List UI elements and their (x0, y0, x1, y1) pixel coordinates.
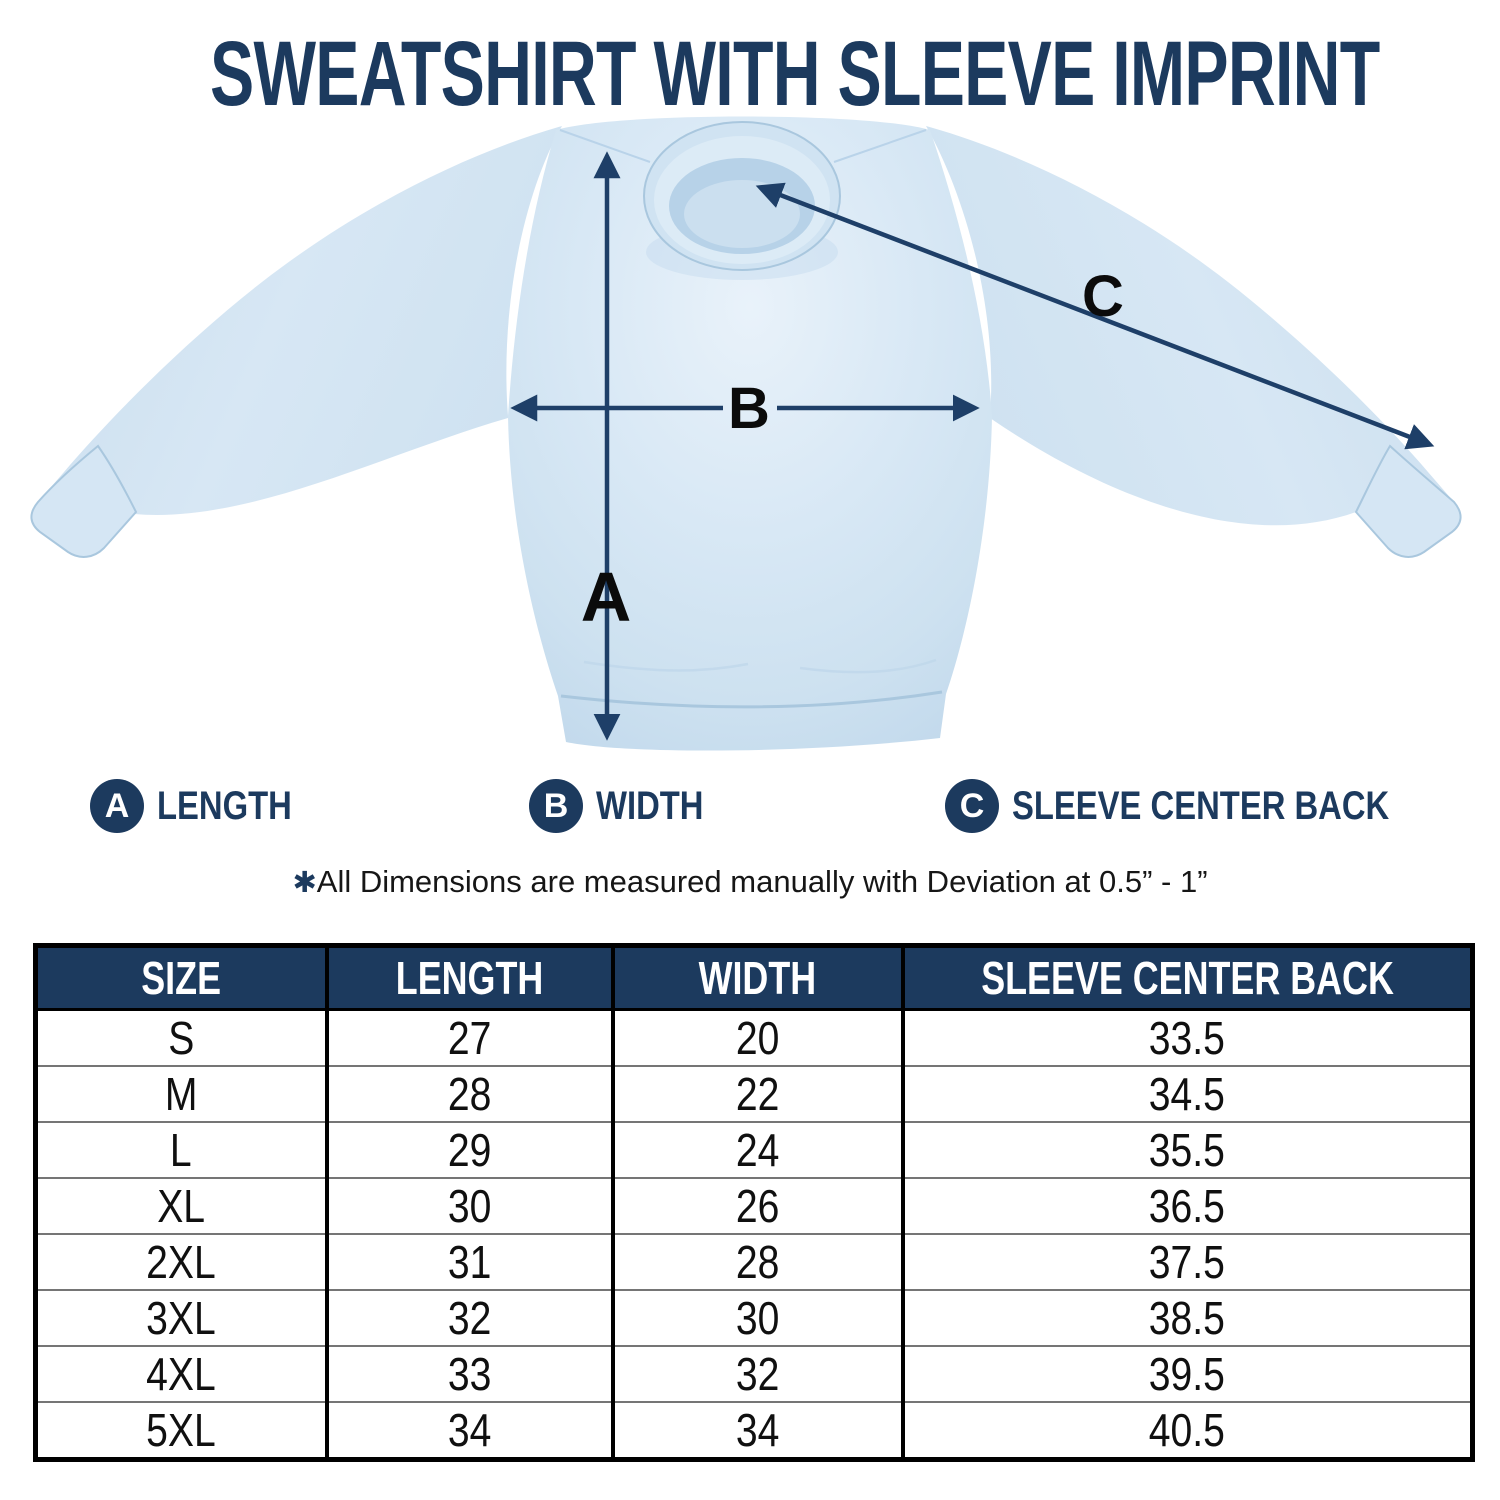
cell-width: 24 (610, 1121, 903, 1178)
header-size: SIZE (35, 945, 327, 1011)
cell-length: 34 (324, 1401, 613, 1460)
cell-length: 29 (324, 1121, 613, 1178)
arrow-label-b: B (728, 376, 770, 441)
badge-c-icon: C (945, 779, 999, 833)
shoulder-seams (559, 129, 927, 163)
badge-c-letter: C (959, 786, 985, 825)
size-chart-table: SIZE LENGTH WIDTH SLEEVE CENTER BACK S 2… (33, 943, 1475, 1462)
table-row: S 27 20 33.5 (36, 1009, 1473, 1066)
cell-size: 2XL (35, 1233, 327, 1290)
cell-width: 22 (610, 1065, 903, 1122)
cell-sleeve-center-back: 40.5 (900, 1401, 1473, 1460)
left-cuff (30, 444, 138, 558)
measurement-arrows (510, 151, 1435, 741)
table-row: 5XL 34 34 40.5 (35, 1401, 1473, 1460)
cell-size: M (35, 1065, 327, 1122)
header-width: WIDTH (610, 945, 903, 1011)
cell-width: 30 (610, 1289, 903, 1346)
legend-label-width: WIDTH (596, 783, 704, 828)
cell-size: 4XL (35, 1345, 327, 1402)
arrow-label-c: C (1082, 264, 1124, 329)
header-sleeve-center-back: SLEEVE CENTER BACK (900, 945, 1473, 1011)
badge-b-icon: B (529, 779, 583, 833)
table-row: 4XL 33 32 39.5 (35, 1345, 1473, 1402)
sweatshirt-measurement-diagram: A B C (30, 116, 1462, 751)
table-row: L 29 24 35.5 (35, 1121, 1473, 1178)
arrow-c-sleeve (755, 182, 1435, 450)
table-row: 3XL 32 30 38.5 (35, 1289, 1473, 1346)
page-title: SWEATSHIRT WITH SLEEVE IMPRINT (210, 23, 1380, 125)
cell-sleeve-center-back: 35.5 (900, 1121, 1473, 1178)
cell-sleeve-center-back: 37.5 (900, 1233, 1473, 1290)
cell-width: 26 (610, 1177, 903, 1234)
right-cuff (1354, 444, 1462, 558)
badge-a-icon: A (90, 779, 144, 833)
legend-item-sleeve-center-back: C SLEEVE CENTER BACK (945, 779, 1472, 833)
cell-length: 31 (324, 1233, 613, 1290)
cell-width: 32 (610, 1345, 903, 1402)
arrow-labels: A B C (581, 264, 1124, 636)
asterisk-icon: ✱ (292, 865, 317, 899)
arrow-label-a: A (581, 558, 632, 636)
table-row: 2XL 31 28 37.5 (35, 1233, 1473, 1290)
cell-size: 5XL (35, 1401, 327, 1460)
cell-sleeve-center-back: 39.5 (900, 1345, 1473, 1402)
badge-b-letter: B (543, 786, 569, 825)
legend-label-sleeve-center-back: SLEEVE CENTER BACK (1012, 783, 1390, 828)
badge-a-letter: A (104, 786, 130, 825)
header-length: LENGTH (324, 945, 613, 1011)
cell-width: 20 (610, 1009, 903, 1066)
legend-item-length: A LENGTH (90, 779, 321, 833)
cell-length: 27 (324, 1009, 613, 1066)
cell-length: 30 (324, 1177, 613, 1234)
cell-sleeve-center-back: 36.5 (900, 1177, 1473, 1234)
cell-sleeve-center-back: 34.5 (900, 1065, 1473, 1122)
legend-item-width: B WIDTH (529, 779, 727, 833)
cell-size: L (35, 1121, 327, 1178)
table-header-row: SIZE LENGTH WIDTH SLEEVE CENTER BACK (35, 945, 1473, 1011)
legend-label-length: LENGTH (157, 783, 292, 828)
cell-sleeve-center-back: 33.5 (900, 1009, 1473, 1066)
cell-length: 28 (324, 1065, 613, 1122)
measurement-note: ✱All Dimensions are measured manually wi… (0, 864, 1500, 900)
cell-width: 28 (610, 1233, 903, 1290)
cell-length: 32 (324, 1289, 613, 1346)
table-row: M 28 22 34.5 (35, 1065, 1473, 1122)
note-text: All Dimensions are measured manually wit… (316, 864, 1208, 899)
collar-inner-fold (684, 180, 800, 248)
cell-size: XL (35, 1177, 327, 1234)
cell-sleeve-center-back: 38.5 (900, 1289, 1473, 1346)
table-row: XL 30 26 36.5 (35, 1177, 1473, 1234)
cell-size: 3XL (35, 1289, 327, 1346)
cell-width: 34 (610, 1401, 903, 1460)
cell-size: S (168, 1012, 195, 1064)
left-sleeve (31, 126, 563, 557)
cell-length: 33 (324, 1345, 613, 1402)
